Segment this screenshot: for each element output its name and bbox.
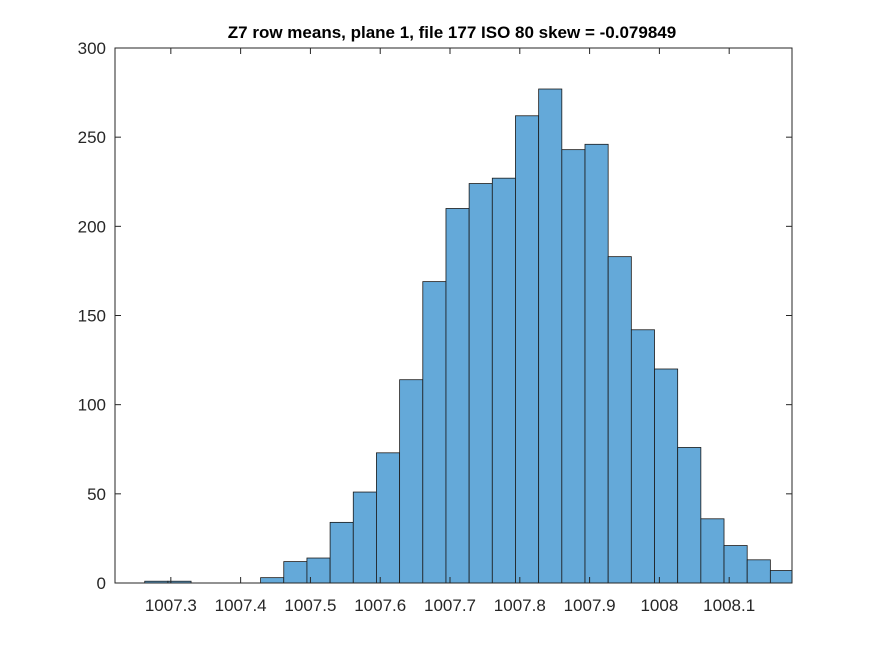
histogram-bar [746,559,771,584]
x-tick-label: 1008 [640,596,678,615]
histogram-bar [515,115,540,584]
y-tick-label: 100 [78,396,106,415]
x-axis-ticks: 1007.3 1007.4 1007.5 1007.6 1007.7 1007.8 1007… [145,48,755,615]
y-tick-label: 250 [78,128,106,147]
histogram-bar [376,452,401,584]
histogram-bar [677,447,702,584]
histogram-bar [630,329,655,584]
histogram-bar [538,88,563,584]
histogram-bars [144,88,793,584]
chart-title: Z7 row means, plane 1, file 177 ISO 80 s… [228,23,676,42]
x-tick-label: 1007.8 [494,596,546,615]
histogram-bar [260,577,285,584]
y-tick-label: 300 [78,39,106,58]
histogram-bar [607,256,632,584]
x-tick-label: 1007.4 [215,596,267,615]
histogram-bar [468,183,493,584]
axes-box [114,47,793,584]
x-tick-label: 1007.5 [284,596,336,615]
y-tick-label: 0 [97,574,106,593]
y-tick-label: 150 [78,307,106,326]
histogram-bar [723,545,748,584]
histogram-bar [399,379,424,584]
y-tick-label: 200 [78,217,106,236]
x-tick-label: 1007.3 [145,596,197,615]
histogram-bar [561,149,586,584]
histogram-bar [654,368,679,584]
histogram-bar [352,491,377,584]
x-tick-label: 1007.9 [564,596,616,615]
x-tick-label: 1008.1 [703,596,755,615]
x-tick-label: 1007.6 [354,596,406,615]
x-tick-label: 1007.7 [424,596,476,615]
histogram-bar [422,281,447,584]
histogram-bar [700,518,725,584]
y-axis-ticks: 0 50 100 150 200 250 300 [78,39,792,593]
y-tick-label: 50 [87,485,106,504]
histogram-bar [769,570,793,584]
histogram-bar [491,177,516,584]
histogram-bar [584,143,609,584]
histogram-bar [283,561,308,584]
histogram-bar [329,521,354,584]
histogram-bar [445,208,470,584]
